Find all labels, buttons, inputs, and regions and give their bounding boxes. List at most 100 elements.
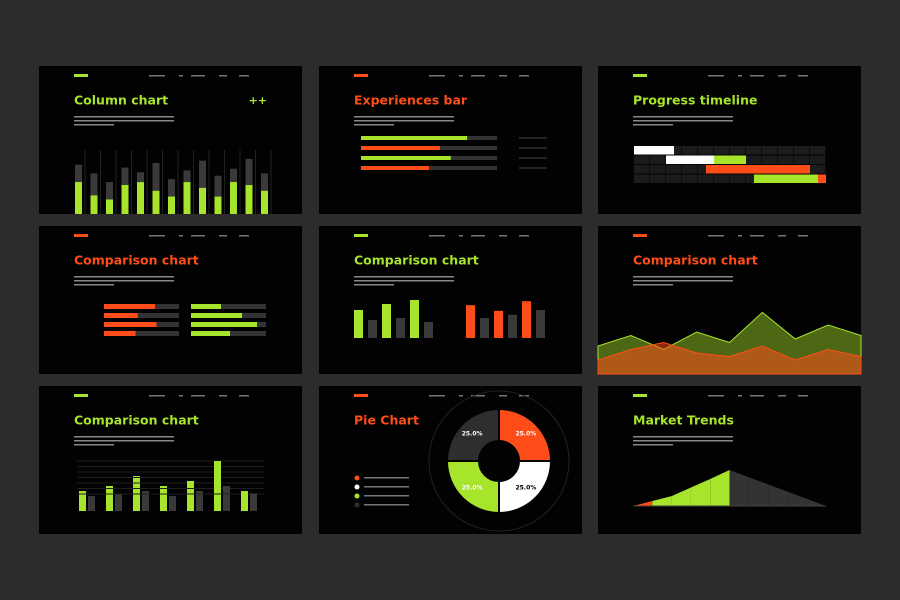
paragraph-line [633,120,733,122]
gantt-cell [634,155,650,164]
paragraph-line [354,276,454,278]
bar [191,313,242,318]
nav-item [738,235,742,237]
gantt-cell [666,174,682,183]
nav-item [519,235,529,237]
bar-front [168,196,175,214]
paragraph-line [633,116,733,118]
nav-item [471,235,485,237]
slide-title: Progress timeline [633,93,757,108]
pie-slice [445,460,500,515]
trend-area [768,484,788,506]
gantt-segment [818,174,826,183]
bar-front [90,195,98,214]
nav-item [778,75,786,77]
bar [250,493,257,511]
trend-area [710,470,730,506]
bar [106,486,113,511]
slide: Progress timeline [598,66,861,214]
nav-item [708,75,724,77]
gantt-cell [794,146,810,155]
slide: Column chart ++ [39,66,302,214]
bar [361,156,451,160]
ring [428,390,570,532]
paragraph-line [633,440,733,442]
nav-item [149,235,165,237]
gantt-cell [730,174,746,183]
bar-back [90,173,98,214]
bar-track [104,313,179,318]
gantt-cell [762,155,778,164]
bar [368,320,377,338]
slide-background [39,386,302,534]
nav-item [738,75,742,77]
bar [494,310,503,338]
bar-back [214,175,222,214]
pie-slice [498,407,553,462]
paragraph-line [354,280,454,282]
nav-item [149,395,165,397]
gantt-cell [778,146,794,155]
gantt-cell [730,146,746,155]
bar-back [106,182,113,214]
paragraph-line [74,116,174,118]
bar-front [199,187,206,214]
logo [74,74,88,77]
bar-back [152,162,160,214]
bar [169,496,176,511]
nav-item [459,235,463,237]
nav-item [778,395,786,397]
gantt-cell [794,155,810,164]
slide: Comparison chart [319,226,582,374]
gantt-cell [810,146,826,155]
legend-line [364,504,409,506]
bar [104,331,136,336]
paragraph-line [354,284,394,286]
bar [88,496,95,511]
nav-item [750,395,764,397]
slide: Comparison chart [597,226,862,375]
nav-item [798,75,808,77]
bar [361,146,440,150]
bar-track [104,331,179,336]
gantt-cell [682,165,698,174]
bar-front [121,185,129,214]
bar-front [230,182,237,214]
logo [354,234,368,237]
paragraph-line [74,120,174,122]
nav-item [149,75,165,77]
trend-area [787,491,807,506]
slide: Pie Chart 25.0% 25.0% 25.0% 25.0% [319,386,582,534]
slide-title: Pie Chart [354,413,419,428]
nav-item [179,75,183,77]
gantt-cell [714,174,730,183]
bar [191,322,257,327]
nav-item [738,395,742,397]
bar [191,331,230,336]
slide-title: Comparison chart [74,413,199,428]
logo [633,394,647,397]
nav-item [750,75,764,77]
paragraph-line [74,284,114,286]
bar [191,304,221,309]
gantt-cell [714,146,730,155]
bar-front [75,182,82,214]
bar-front [183,182,191,214]
bar-back [199,160,206,214]
gantt-cell [682,174,698,183]
legend-dot [354,475,360,481]
nav-item [191,395,205,397]
gantt-cell [810,155,826,164]
pie-slice [498,460,553,515]
bar-front [214,196,222,214]
trend-area [729,470,749,506]
nav-item [708,235,724,237]
gantt-cell [746,146,762,155]
nav-item [471,395,485,397]
slice-label: 25.0% [462,484,483,491]
pie-slice [445,407,500,462]
nav-item [798,395,808,397]
nav-item [778,235,786,237]
gantt-cell [810,165,826,174]
